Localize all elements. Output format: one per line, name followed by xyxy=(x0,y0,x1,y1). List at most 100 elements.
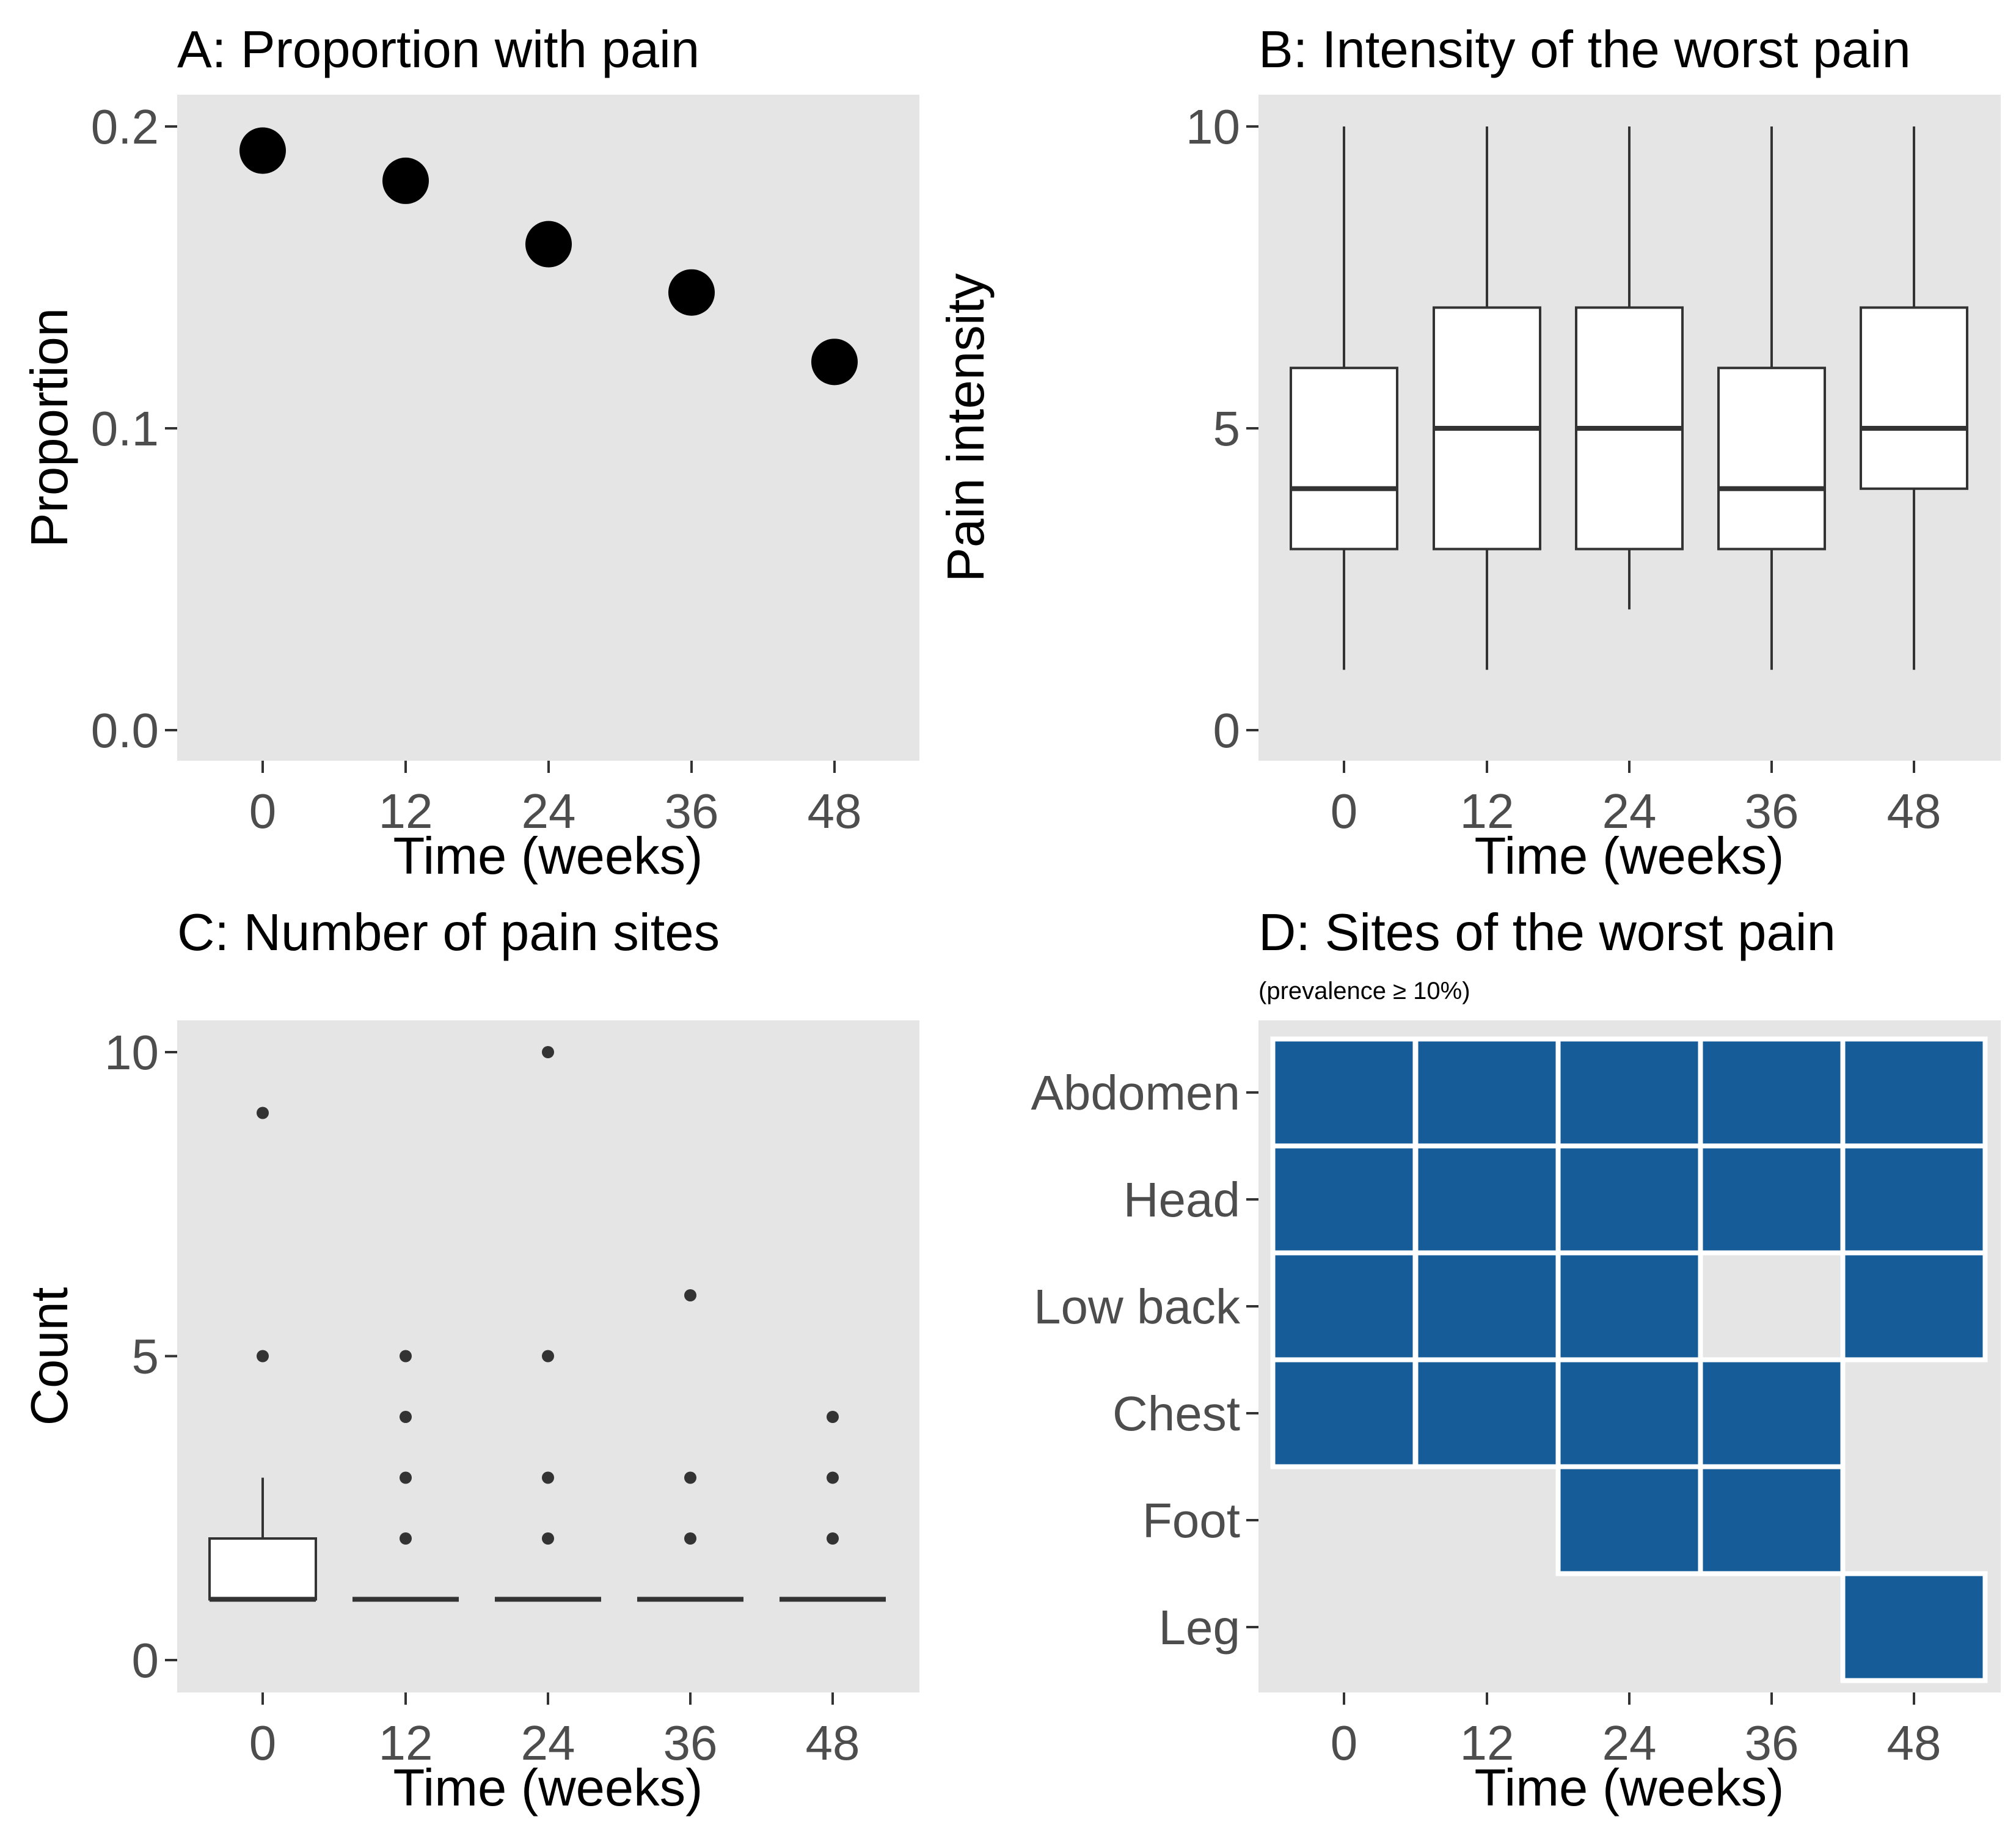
panel-d-x-axis-title: Time (weeks) xyxy=(1475,1759,1784,1817)
panel-a-axes: 0.0 0.1 0.2 0 12 24 36 48 xyxy=(91,100,862,838)
panel-a-y-tick-label: 0.1 xyxy=(91,401,159,456)
panel-d-heatmap-cell xyxy=(1413,1357,1561,1469)
panel-b-x-tick-label: 48 xyxy=(1887,784,1941,838)
panel-d-heatmap-cell xyxy=(1698,1143,1846,1256)
panel-d-heatmap-cell xyxy=(1840,1036,1988,1149)
panel-b-title: B: Intensity of the worst pain xyxy=(1258,21,1911,79)
panel-c-outlier-point xyxy=(827,1532,839,1545)
panel-b-box xyxy=(1717,367,1826,551)
panel-d-heatmap-cell xyxy=(1270,1036,1418,1149)
panel-c-outlier-point xyxy=(542,1471,554,1484)
panel-b-x-tick-label: 12 xyxy=(1460,784,1514,838)
panel-c-outlier-point xyxy=(400,1350,412,1363)
panel-d-x-tick-label: 12 xyxy=(1460,1716,1514,1770)
panel-d-heatmap-cell xyxy=(1840,1571,1988,1683)
panel-d-x-tick-label: 48 xyxy=(1887,1716,1941,1770)
panel-c-x-tick-label: 0 xyxy=(249,1716,277,1770)
panel-c-outlier-point xyxy=(257,1350,269,1363)
panel-a-data-point xyxy=(668,269,715,316)
panel-a-y-tick-label: 0.2 xyxy=(91,100,159,154)
panel-b-x-tick-label: 0 xyxy=(1331,784,1358,838)
panel-c-outlier-point xyxy=(400,1411,412,1423)
panel-d-y-tick-label: Foot xyxy=(1142,1493,1240,1548)
panel-c-outlier-point xyxy=(542,1532,554,1545)
panel-b-y-tick-label: 10 xyxy=(1186,100,1240,154)
panel-d-heatmap-cell xyxy=(1270,1143,1418,1256)
panel-c-outlier-point xyxy=(542,1046,554,1058)
panel-d-heatmap-cell xyxy=(1698,1357,1846,1469)
panel-d-heatmap-cell xyxy=(1555,1250,1703,1363)
panel-c-outlier-point xyxy=(542,1350,554,1363)
panel-c-x-tick-label: 24 xyxy=(521,1716,575,1770)
panel-c-outlier-point xyxy=(684,1532,696,1545)
panel-b-x-tick-label: 36 xyxy=(1745,784,1799,838)
panel-d-heatmap-cell xyxy=(1555,1357,1703,1469)
panel-b-box xyxy=(1860,306,1968,490)
panel-d-heatmap-cell xyxy=(1555,1464,1703,1576)
panel-b-y-tick-label: 5 xyxy=(1213,401,1241,456)
panel-d-heatmap-cell xyxy=(1555,1143,1703,1256)
panel-b-x-axis-title: Time (weeks) xyxy=(1475,827,1784,885)
panel-a: A: Proportion with pain 0.0 0.1 0.2 0 12 24 36… xyxy=(21,21,919,885)
panel-c-y-axis-title: Count xyxy=(21,1287,79,1426)
panel-a-x-tick-label: 0 xyxy=(249,784,277,838)
panel-a-x-tick-label: 24 xyxy=(522,784,576,838)
panel-a-x-axis-title: Time (weeks) xyxy=(393,827,703,885)
panel-c-outlier-point xyxy=(257,1107,269,1119)
panel-a-x-tick-label: 48 xyxy=(808,784,862,838)
panel-c-box xyxy=(208,1537,317,1601)
panel-c-y-tick-label: 0 xyxy=(132,1633,159,1688)
panel-d-heatmap-cell xyxy=(1413,1036,1561,1149)
panel-c-outlier-point xyxy=(684,1289,696,1301)
panel-a-y-axis-title: Proportion xyxy=(21,308,79,547)
panel-d-heatmap-cell xyxy=(1698,1464,1846,1576)
panel-c-outlier-point xyxy=(400,1471,412,1484)
panel-c-x-tick-label: 36 xyxy=(663,1716,718,1770)
panel-c-axes: 0 5 10 0 12 24 36 48 xyxy=(104,1025,860,1770)
panel-a-data-point xyxy=(239,127,286,174)
panel-a-x-tick-label: 36 xyxy=(665,784,719,838)
panel-d-x-tick-label: 0 xyxy=(1331,1716,1358,1770)
panel-c-outlier-point xyxy=(827,1411,839,1423)
panel-c-x-tick-label: 48 xyxy=(806,1716,860,1770)
panel-c-y-tick-label: 5 xyxy=(132,1330,159,1384)
panel-c-x-axis-title: Time (weeks) xyxy=(393,1759,703,1817)
panel-c: C: Number of pain sites 0 5 10 0 12 24 36 48 Ti… xyxy=(21,904,919,1817)
panel-a-data-point xyxy=(525,221,572,268)
panel-d-y-tick-label: Leg xyxy=(1159,1600,1240,1655)
panel-d-heatmap-cell xyxy=(1840,1143,1988,1256)
panel-d-title: D: Sites of the worst pain xyxy=(1258,904,1836,962)
panel-d-heatmap-cell xyxy=(1555,1036,1703,1149)
panel-b-y-axis-title: Pain intensity xyxy=(937,273,995,582)
panel-d: D: Sites of the worst pain (prevalence ≥… xyxy=(1031,904,2001,1817)
panel-a-title: A: Proportion with pain xyxy=(177,21,699,79)
panel-b-boxes xyxy=(1290,126,1968,670)
panel-d-axes: Abdomen Head Low back Chest Foot Leg 0 12 24 36 48 xyxy=(1031,1066,1941,1770)
panel-a-x-tick-label: 12 xyxy=(379,784,433,838)
panel-a-plot-area xyxy=(177,95,919,761)
panel-d-subtitle: (prevalence ≥ 10%) xyxy=(1258,978,1470,1004)
panel-c-x-tick-label: 12 xyxy=(379,1716,433,1770)
panel-a-points xyxy=(239,127,858,386)
panel-d-heatmap-cell xyxy=(1270,1357,1418,1469)
panel-d-heatmap-cell xyxy=(1698,1036,1846,1149)
panel-b-box xyxy=(1290,367,1398,551)
panel-c-title: C: Number of pain sites xyxy=(177,904,720,962)
panel-c-outlier-point xyxy=(684,1471,696,1484)
panel-d-heatmap-cell xyxy=(1840,1250,1988,1363)
panel-d-y-tick-label: Chest xyxy=(1112,1386,1240,1441)
panel-d-y-tick-label: Abdomen xyxy=(1031,1066,1240,1120)
panel-d-heatmap-cell xyxy=(1413,1250,1561,1363)
panel-b-axes: 0 5 10 0 12 24 36 48 xyxy=(1186,100,1941,838)
panel-a-data-point xyxy=(382,157,429,204)
panel-d-heatmap-cell xyxy=(1270,1250,1418,1363)
panel-d-cells xyxy=(1270,1036,1988,1683)
panel-c-outlier-point xyxy=(827,1471,839,1484)
panel-c-boxes xyxy=(208,1046,886,1602)
panel-d-x-tick-label: 24 xyxy=(1602,1716,1657,1770)
panel-b-x-tick-label: 24 xyxy=(1602,784,1657,838)
panel-b-y-tick-label: 0 xyxy=(1213,703,1241,758)
panel-d-x-tick-label: 36 xyxy=(1745,1716,1799,1770)
panel-a-y-tick-label: 0.0 xyxy=(91,703,159,758)
